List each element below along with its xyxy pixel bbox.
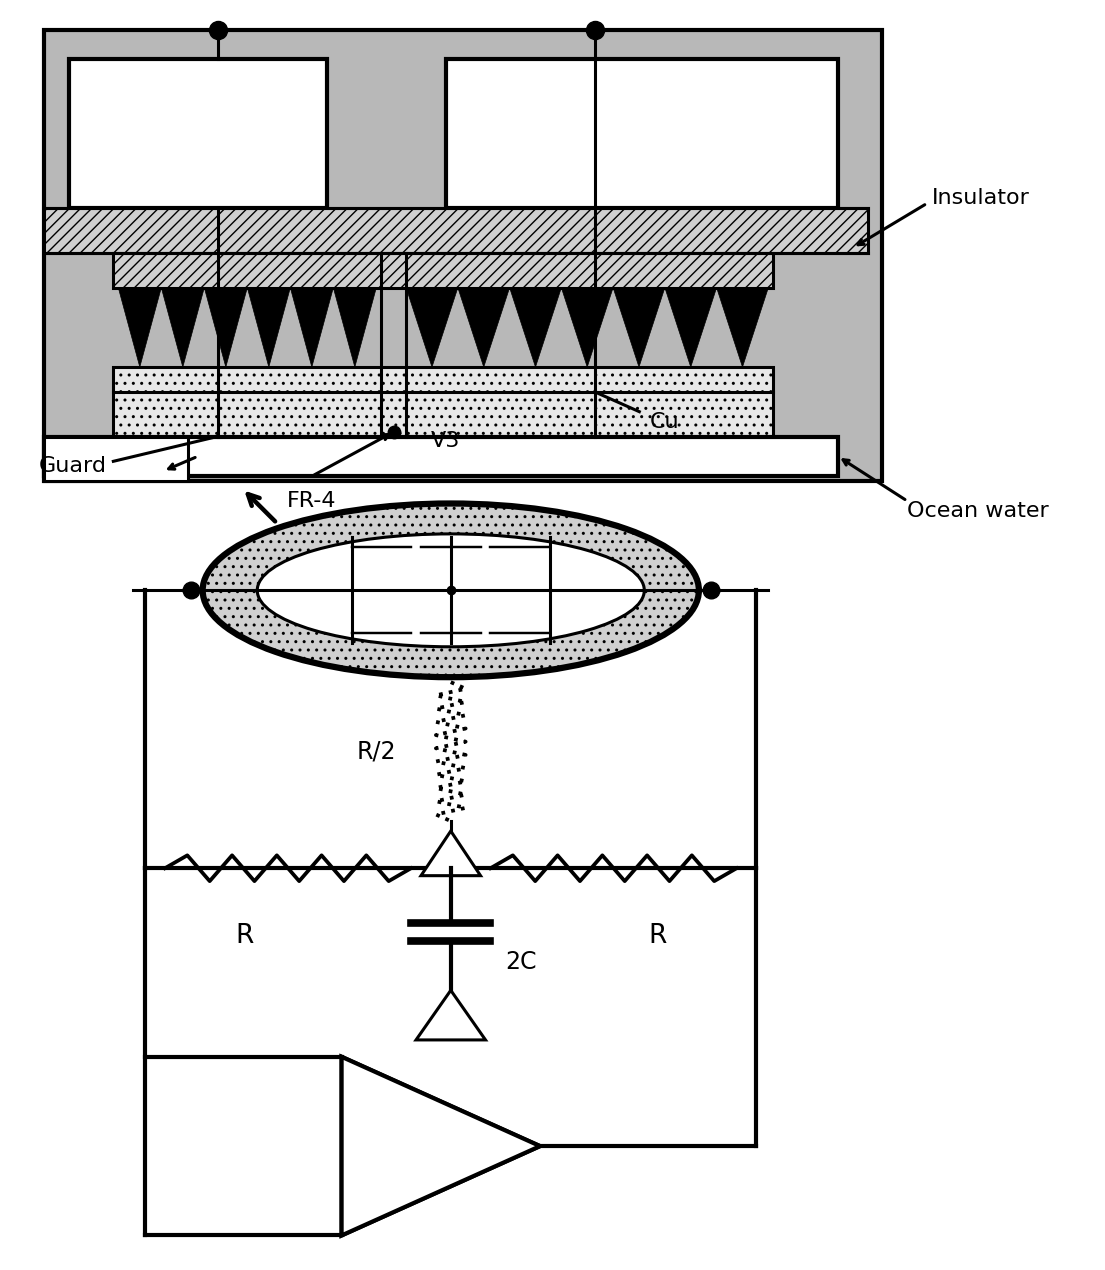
Text: Ocean water: Ocean water — [907, 500, 1049, 521]
Polygon shape — [334, 287, 377, 367]
Text: 2C: 2C — [505, 950, 537, 974]
Bar — [445, 60, 838, 208]
Polygon shape — [665, 287, 717, 367]
Text: Guard: Guard — [39, 456, 107, 476]
Polygon shape — [248, 287, 291, 367]
Polygon shape — [613, 287, 665, 367]
Bar — [69, 60, 327, 208]
Text: C: C — [540, 578, 557, 602]
Polygon shape — [161, 287, 204, 367]
Polygon shape — [407, 287, 457, 367]
Polygon shape — [291, 287, 334, 367]
Text: R: R — [235, 923, 253, 949]
Polygon shape — [509, 287, 561, 367]
Bar — [44, 29, 883, 481]
Polygon shape — [118, 287, 161, 367]
Ellipse shape — [257, 533, 644, 646]
Polygon shape — [561, 287, 613, 367]
Bar — [44, 437, 188, 481]
Polygon shape — [417, 991, 485, 1040]
Bar — [44, 208, 867, 253]
Polygon shape — [204, 287, 248, 367]
Ellipse shape — [202, 503, 698, 677]
Text: V3: V3 — [431, 432, 461, 451]
Text: R/2: R/2 — [357, 739, 397, 763]
Text: Cu: Cu — [650, 411, 678, 432]
Bar — [114, 253, 774, 287]
Polygon shape — [717, 287, 768, 367]
Polygon shape — [341, 1057, 540, 1236]
Text: R: R — [648, 923, 666, 949]
Text: FR-4: FR-4 — [287, 491, 337, 511]
Bar — [114, 367, 774, 437]
Text: Insulator: Insulator — [933, 188, 1030, 208]
Polygon shape — [341, 1057, 540, 1236]
Polygon shape — [457, 287, 509, 367]
Polygon shape — [421, 831, 481, 876]
Bar — [44, 437, 838, 476]
